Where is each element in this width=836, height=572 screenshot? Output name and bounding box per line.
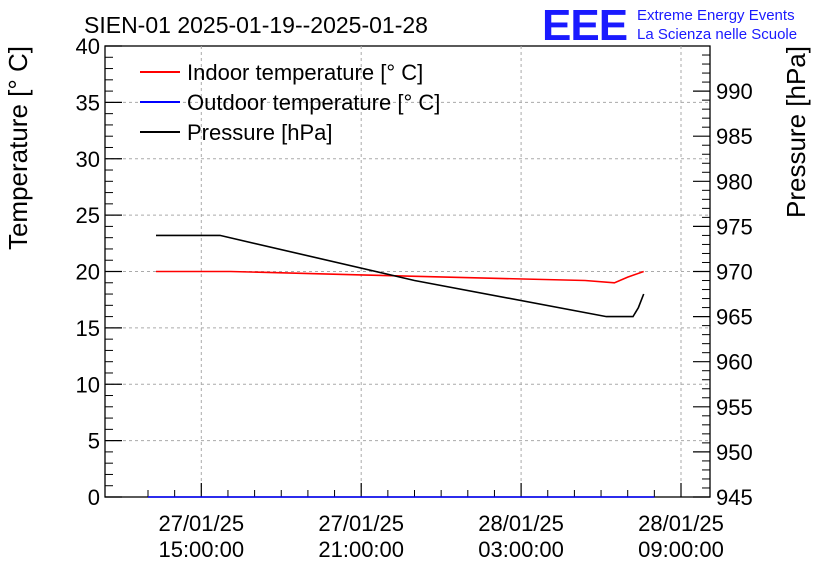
x-tick-label-date: 28/01/25: [478, 511, 564, 536]
series-line-indoor: [156, 270, 644, 284]
x-tick-label-time: 09:00:00: [638, 537, 724, 562]
eee-logo: EEE Extreme Energy Events La Scienza nel…: [542, 1, 797, 50]
y2-tick-label: 985: [716, 124, 753, 149]
y-tick-label: 20: [76, 260, 100, 285]
y2-axis-label: Pressure [hPa]: [781, 46, 811, 218]
y2-tick-label: 965: [716, 305, 753, 330]
x-tick-label-time: 03:00:00: [478, 537, 564, 562]
logo-line2: La Scienza nelle Scuole: [637, 26, 797, 43]
y-tick-label: 10: [76, 372, 100, 397]
y2-tick-label: 955: [716, 395, 753, 420]
x-tick-label-date: 27/01/25: [318, 511, 404, 536]
logo-mark: EEE: [542, 1, 627, 50]
legend: Indoor temperature [° C] Outdoor tempera…: [140, 60, 440, 145]
x-tick-label-time: 21:00:00: [318, 537, 404, 562]
y-tick-label: 30: [76, 147, 100, 172]
x-tick-label-date: 27/01/25: [158, 511, 244, 536]
series-line-pressure: [156, 234, 645, 318]
y-tick-label: 40: [76, 34, 100, 59]
y-tick-label: 25: [76, 203, 100, 228]
legend-label-indoor: Indoor temperature [° C]: [187, 60, 423, 85]
y2-tick-label: 980: [716, 169, 753, 194]
y-tick-label: 15: [76, 316, 100, 341]
y2-tick-label: 960: [716, 350, 753, 375]
logo-line1: Extreme Energy Events: [637, 7, 795, 24]
grid: [105, 46, 710, 497]
x-tick-label-date: 28/01/25: [638, 511, 724, 536]
legend-label-pressure: Pressure [hPa]: [187, 120, 333, 145]
series: [148, 234, 655, 498]
y-axis-label: Temperature [° C]: [3, 46, 33, 250]
y2-tick-label: 970: [716, 260, 753, 285]
chart-title: SIEN-01 2025-01-19--2025-01-28: [84, 12, 428, 38]
y2-tick-label: 945: [716, 485, 753, 510]
y-tick-label: 5: [88, 429, 100, 454]
y-tick-label: 35: [76, 90, 100, 115]
y2-tick-label: 950: [716, 440, 753, 465]
y2-tick-label: 975: [716, 214, 753, 239]
axis-ticks: 0 5 10 15 20 25 30 35 40 945 950 955 960 965 970 975 980…: [76, 34, 753, 562]
y2-tick-label: 990: [716, 79, 753, 104]
legend-label-outdoor: Outdoor temperature [° C]: [187, 90, 440, 115]
x-tick-label-time: 15:00:00: [158, 537, 244, 562]
y-tick-label: 0: [88, 485, 100, 510]
